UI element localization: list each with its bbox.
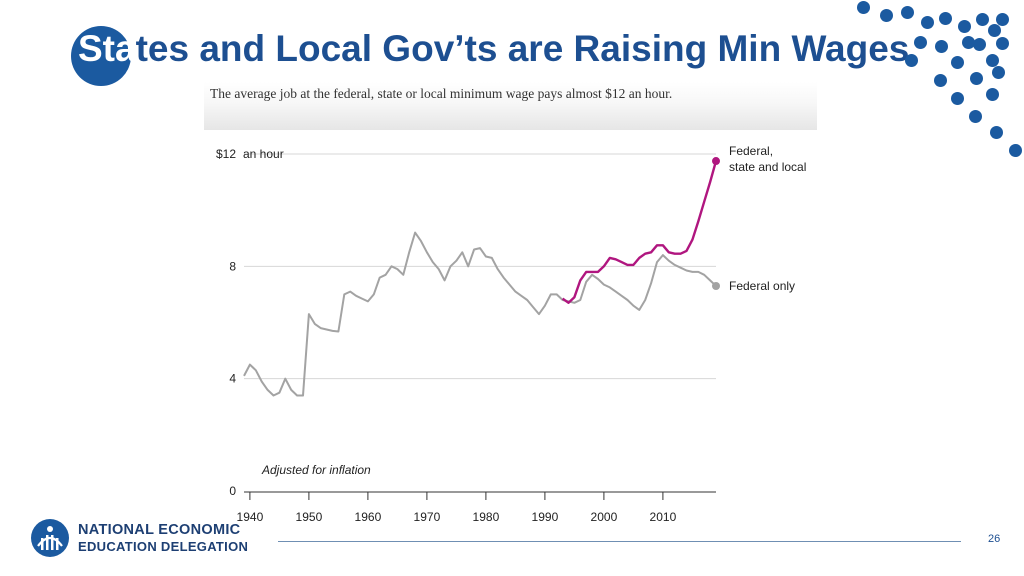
slide-title-rest: tes and Local Gov’ts are Raising Min Wag… — [135, 28, 910, 69]
y-tick-label: 4 — [229, 372, 236, 386]
decor-dot — [935, 40, 948, 53]
decor-dot — [901, 6, 914, 19]
x-tick-label: 2010 — [650, 510, 677, 524]
decor-dot — [990, 126, 1003, 139]
y-tick-label: 0 — [229, 484, 236, 498]
x-tick-label: 1970 — [414, 510, 441, 524]
ned-logo: NATIONAL ECONOMIC EDUCATION DELEGATION — [30, 518, 270, 558]
title-circle-decoration — [71, 26, 131, 86]
slide-title-first-letters: Sta — [78, 28, 136, 69]
chart-gridlines — [244, 153, 716, 380]
slide-title: States and Local Gov’ts are Raising Min … — [78, 28, 909, 70]
chart-labels: 0 4 8 $12 an hour 1940 1950 1960 1970 1980 1990 200… — [216, 144, 806, 524]
x-tick-label: 1960 — [355, 510, 382, 524]
x-tick-label: 1940 — [237, 510, 264, 524]
decor-dot — [986, 88, 999, 101]
decor-dot — [996, 37, 1009, 50]
decor-dot — [1009, 144, 1022, 157]
decor-dot — [951, 56, 964, 69]
footer-divider — [278, 541, 961, 542]
x-tick-label: 1980 — [473, 510, 500, 524]
decor-dot — [996, 13, 1009, 26]
logo-text-line1: NATIONAL ECONOMIC — [78, 522, 241, 538]
series-label-line2: state and local — [729, 160, 806, 174]
decor-dot — [951, 92, 964, 105]
decor-dot — [992, 66, 1005, 79]
chart-subtitle-band — [204, 82, 817, 130]
decor-dot — [973, 38, 986, 51]
series-label-line1: Federal, — [729, 144, 773, 158]
decor-dot — [939, 12, 952, 25]
x-tick-label: 2000 — [591, 510, 618, 524]
decor-dot — [969, 110, 982, 123]
logo-text-line2: EDUCATION DELEGATION — [78, 539, 249, 554]
decor-dot — [986, 54, 999, 67]
decor-dot — [914, 36, 927, 49]
y-axis-unit: an hour — [243, 147, 284, 161]
chart-subtitle: The average job at the federal, state or… — [210, 86, 673, 101]
decor-dot — [921, 16, 934, 29]
federal-state-local-endpoint — [712, 157, 720, 166]
federal-only-endpoint — [712, 281, 720, 290]
decor-dot — [970, 72, 983, 85]
decor-dot — [976, 13, 989, 26]
decor-dot — [934, 74, 947, 87]
decor-dot — [988, 24, 1001, 37]
page-number: 26 — [988, 533, 1001, 545]
series-label: Federal only — [729, 279, 795, 293]
decor-dot — [905, 54, 918, 67]
y-tick-label: 8 — [229, 259, 236, 273]
decor-dot — [958, 20, 971, 33]
chart-series — [243, 157, 720, 397]
federal-only-line — [243, 231, 717, 397]
y-axis-top-value: $12 — [216, 147, 236, 161]
decor-dot — [880, 9, 893, 22]
x-axis — [244, 491, 716, 500]
x-tick-label: 1990 — [532, 510, 559, 524]
x-tick-label: 1950 — [296, 510, 323, 524]
decor-dot — [962, 36, 975, 49]
ned-logo-icon — [31, 519, 69, 557]
chart-note: Adjusted for inflation — [261, 463, 371, 477]
decor-dot — [857, 1, 870, 14]
federal-state-local-line — [561, 160, 718, 304]
